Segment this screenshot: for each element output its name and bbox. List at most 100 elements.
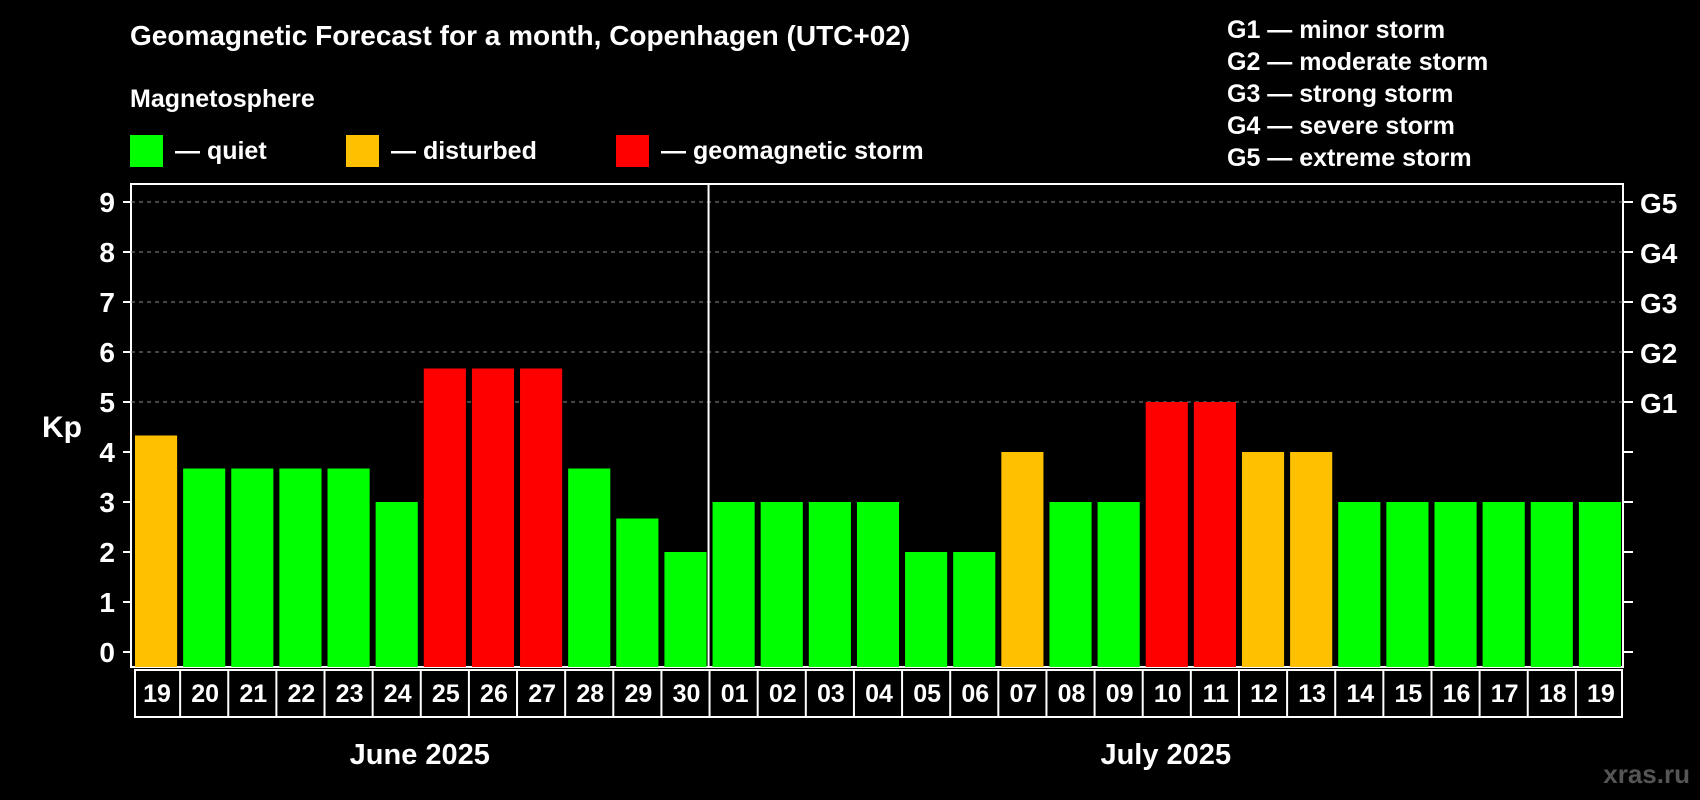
kp-bar-quiet: [327, 468, 370, 667]
kp-bar-storm: [1193, 402, 1236, 667]
day-label: 27: [528, 680, 556, 708]
kp-bar-quiet: [1097, 502, 1140, 667]
day-label: 02: [769, 680, 797, 708]
y-tick-label: 6: [99, 337, 115, 368]
y-tick-label: 2: [99, 537, 115, 568]
kp-bar-quiet: [856, 502, 900, 667]
kp-bar-quiet: [808, 502, 851, 667]
legend-item-disturbed: — disturbed: [346, 135, 537, 167]
legend-swatch-storm: [616, 135, 649, 167]
kp-bar-quiet: [953, 552, 996, 667]
legend-label-disturbed: — disturbed: [391, 136, 537, 165]
storm-level-label: G1: [1640, 388, 1677, 419]
kp-bar-quiet: [183, 468, 226, 667]
kp-bar-quiet: [664, 552, 707, 667]
legend-item-storm: — geomagnetic storm: [616, 135, 924, 167]
legend-heading: Magnetosphere: [130, 85, 315, 113]
y-tick-label: 4: [99, 437, 115, 468]
y-tick-label: 9: [99, 187, 115, 218]
kp-bar-quiet: [1386, 502, 1429, 667]
day-label: 15: [1395, 680, 1423, 708]
day-label: 14: [1346, 680, 1374, 708]
kp-bar-quiet: [616, 518, 659, 667]
kp-bar-quiet: [1482, 502, 1525, 667]
legend-swatch-disturbed: [346, 135, 379, 167]
kp-bar-disturbed: [1290, 452, 1333, 667]
kp-bar-quiet: [375, 502, 418, 667]
storm-scale-g4: G4 — severe storm: [1227, 112, 1455, 140]
kp-bar-storm: [471, 368, 515, 667]
y-axis-label: Kp: [42, 411, 82, 444]
storm-scale-g1: G1 — minor storm: [1227, 16, 1446, 44]
day-label: 04: [865, 680, 893, 708]
watermark: xras.ru: [1603, 759, 1690, 789]
day-label: 25: [432, 680, 460, 708]
month-label: July 2025: [1100, 739, 1231, 771]
y-tick-label: 7: [99, 287, 115, 318]
storm-level-label: G2: [1640, 338, 1677, 369]
day-label: 22: [288, 680, 316, 708]
month-label: June 2025: [350, 739, 490, 771]
day-label: 16: [1443, 680, 1471, 708]
chart-title: Geomagnetic Forecast for a month, Copenh…: [130, 20, 911, 51]
kp-bar-quiet: [712, 502, 755, 667]
day-label: 23: [336, 680, 364, 708]
kp-bar-quiet: [231, 468, 274, 667]
day-label: 06: [961, 680, 989, 708]
day-label: 13: [1298, 680, 1326, 708]
y-tick-label: 1: [99, 587, 115, 618]
day-label: 12: [1250, 680, 1278, 708]
day-label: 07: [1009, 680, 1037, 708]
day-label: 01: [721, 680, 749, 708]
storm-level-label: G5: [1640, 188, 1677, 219]
legend-label-quiet: — quiet: [175, 136, 267, 165]
storm-level-label: G4: [1640, 238, 1678, 269]
day-label: 18: [1539, 680, 1567, 708]
kp-bar-quiet: [1338, 502, 1381, 667]
storm-scale-legend: G1 — minor storm G2 — moderate storm G3 …: [1227, 14, 1488, 174]
day-label: 09: [1106, 680, 1134, 708]
kp-bar-quiet: [568, 468, 611, 667]
day-label: 11: [1203, 680, 1230, 708]
y-tick-label: 3: [99, 487, 115, 518]
kp-bar-quiet: [279, 468, 322, 667]
day-label: 19: [143, 680, 171, 708]
kp-bar-quiet: [1434, 502, 1477, 667]
day-label: 17: [1491, 680, 1519, 708]
day-label: 28: [576, 680, 604, 708]
day-label-frame: [134, 669, 1623, 718]
legend-swatch-quiet: [130, 135, 163, 167]
storm-level-label: G3: [1640, 288, 1677, 319]
y-tick-label: 0: [99, 637, 115, 668]
day-label: 10: [1154, 680, 1182, 708]
kp-bar-disturbed: [1001, 452, 1044, 667]
y-tick-label: 5: [99, 387, 115, 418]
day-label: 19: [1587, 680, 1615, 708]
kp-bar-disturbed: [135, 435, 178, 667]
day-label: 26: [480, 680, 508, 708]
kp-bar-quiet: [1578, 502, 1621, 667]
day-label: 29: [624, 680, 652, 708]
y-tick-label: 8: [99, 237, 115, 268]
day-label: 24: [384, 680, 412, 708]
kp-bar-storm: [1145, 402, 1188, 667]
kp-bar-quiet: [1530, 502, 1573, 667]
day-label: 05: [913, 680, 941, 708]
storm-scale-g3: G3 — strong storm: [1227, 80, 1454, 108]
kp-bar-quiet: [760, 502, 803, 667]
day-label: 20: [191, 680, 219, 708]
legend-label-storm: — geomagnetic storm: [661, 136, 924, 165]
storm-scale-g5: G5 — extreme storm: [1227, 144, 1472, 172]
legend-item-quiet: — quiet: [130, 135, 267, 167]
day-label: 08: [1058, 680, 1086, 708]
day-label: 30: [673, 680, 701, 708]
kp-bar-quiet: [1049, 502, 1092, 667]
kp-bar-disturbed: [1241, 452, 1285, 667]
day-label: 21: [239, 680, 267, 708]
kp-bar-storm: [423, 368, 466, 667]
day-label: 03: [817, 680, 845, 708]
storm-scale-g2: G2 — moderate storm: [1227, 48, 1489, 76]
kp-bar-quiet: [905, 552, 948, 667]
kp-bar-storm: [520, 368, 563, 667]
